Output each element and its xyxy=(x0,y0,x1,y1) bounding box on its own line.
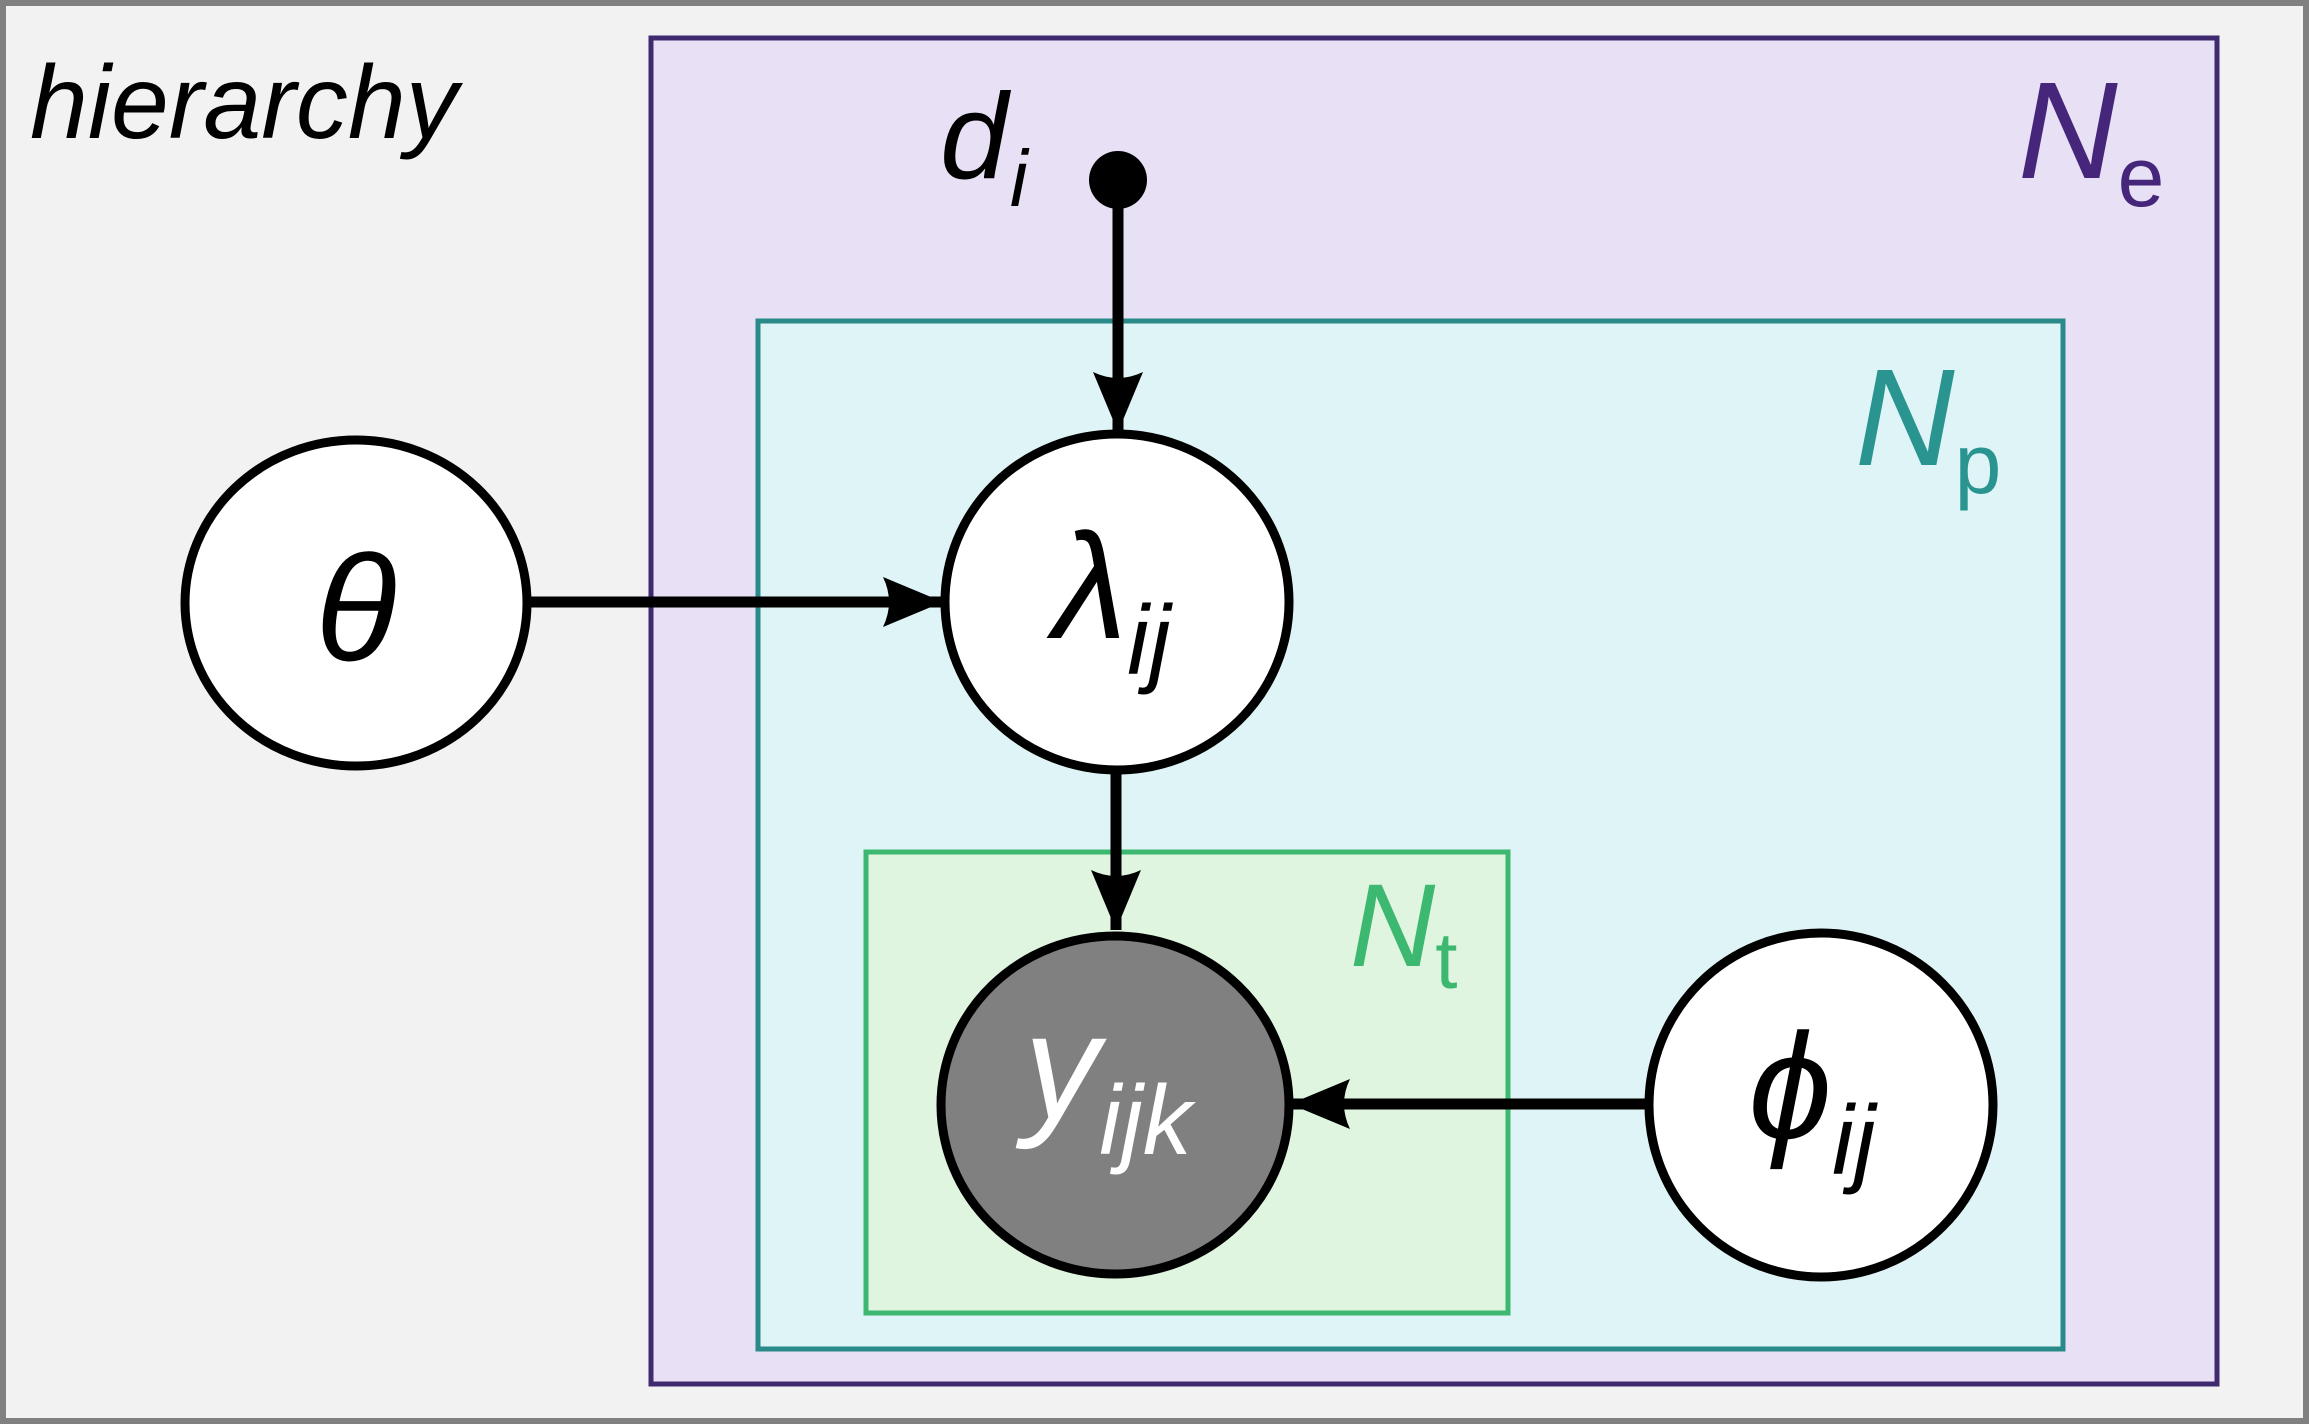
node-lambda-label: λij xyxy=(1046,502,1174,695)
plate-t-label-sub: t xyxy=(1435,916,1457,1005)
node-d-dot xyxy=(1089,151,1147,209)
node-phi-subscript: ij xyxy=(1832,1085,1879,1195)
plate-p-label-sub: p xyxy=(1955,417,2002,511)
node-theta-symbol: θ xyxy=(315,524,396,692)
node-y-label: yijk xyxy=(1015,982,1197,1175)
node-phi-label: ϕij xyxy=(1749,1002,1879,1195)
node-d-symbol: d xyxy=(940,68,1012,204)
node-y-symbol: y xyxy=(1015,982,1107,1150)
node-y: yijk xyxy=(936,931,1294,1279)
plate-e-label-main: N xyxy=(2018,54,2118,208)
node-phi: ϕij xyxy=(1644,928,1998,1282)
plate-t-label-main: N xyxy=(1350,860,1436,992)
plate-t-label: Nt xyxy=(1350,860,1457,1005)
node-lambda-symbol: λ xyxy=(1046,502,1127,670)
node-lambda-subscript: ij xyxy=(1127,585,1174,695)
node-lambda: λij xyxy=(940,429,1294,775)
node-lambda-circle xyxy=(940,429,1294,775)
node-d-subscript: i xyxy=(1010,134,1030,223)
frame-title: hierarchy xyxy=(30,45,464,161)
node-theta-label: θ xyxy=(315,524,396,692)
node-y-circle xyxy=(936,931,1294,1279)
node-y-subscript: ijk xyxy=(1099,1065,1197,1175)
plate-e-label: Ne xyxy=(2018,54,2164,224)
plate-p-label: Np xyxy=(1855,341,2001,511)
node-theta: θ xyxy=(180,435,532,771)
node-phi-circle xyxy=(1644,928,1998,1282)
node-d-label: di xyxy=(940,68,1030,223)
plate-e-label-sub: e xyxy=(2118,130,2165,224)
node-theta-circle xyxy=(180,435,532,771)
node-phi-symbol: ϕ xyxy=(1749,1002,1832,1170)
plate-p-label-main: N xyxy=(1855,341,1955,495)
